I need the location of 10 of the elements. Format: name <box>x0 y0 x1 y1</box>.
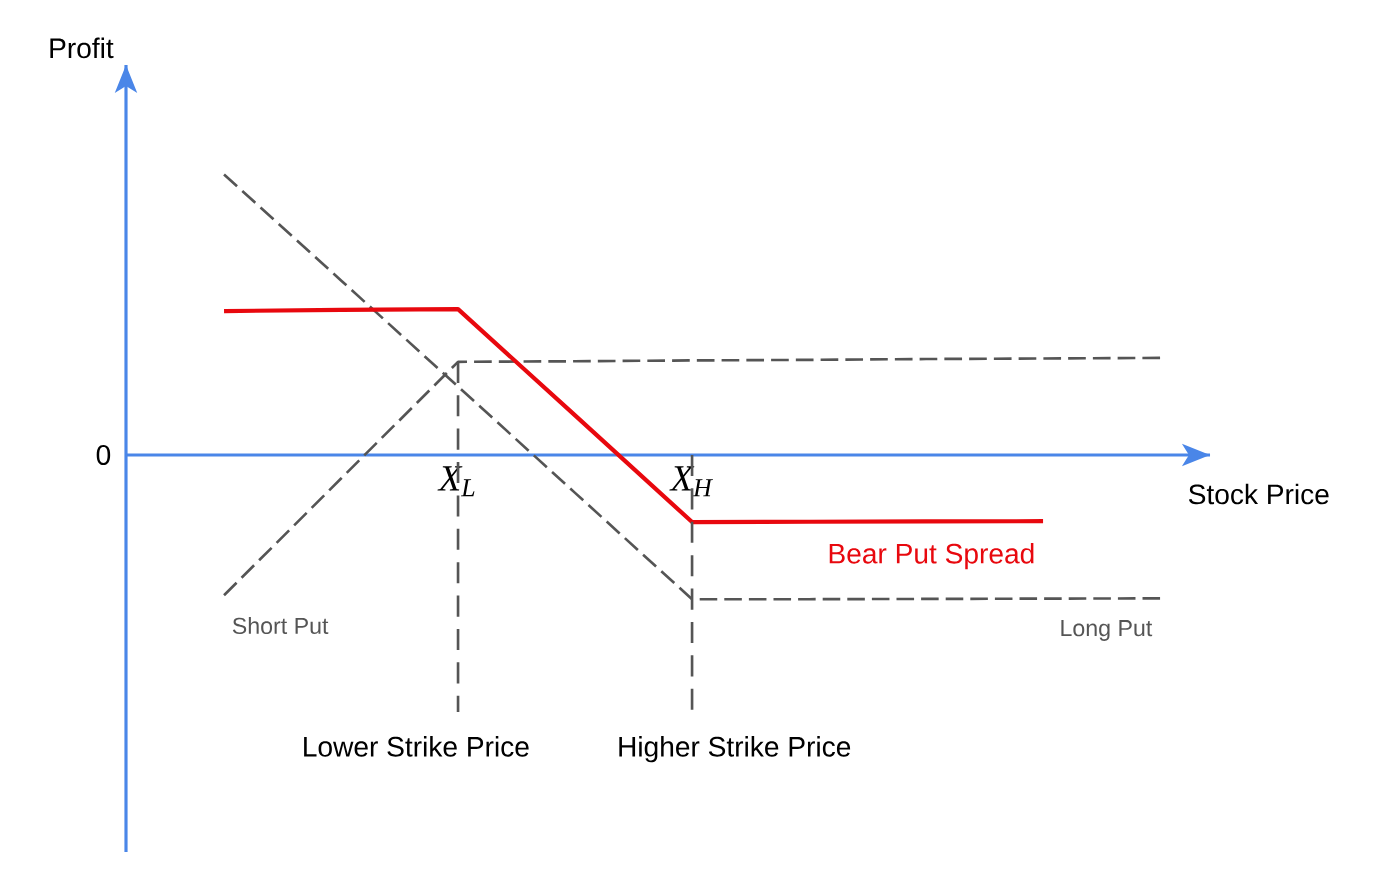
text: 0 <box>96 445 111 465</box>
ref-line-label: Higher Strike Price <box>619 736 851 763</box>
ref-line-label: Lower Strike Price <box>304 736 529 757</box>
x-tick-label: X$_{L}$ <box>437 466 475 497</box>
series-label: Bear Put Spread <box>829 542 1034 570</box>
y-axis-title: Profit <box>50 37 114 59</box>
x-tick-label: X$_{H}$ <box>669 466 713 497</box>
series-label: Long Put <box>1061 620 1153 641</box>
x-axis-title: Stock Price <box>1188 483 1329 505</box>
series-label: Short Put <box>232 617 329 635</box>
